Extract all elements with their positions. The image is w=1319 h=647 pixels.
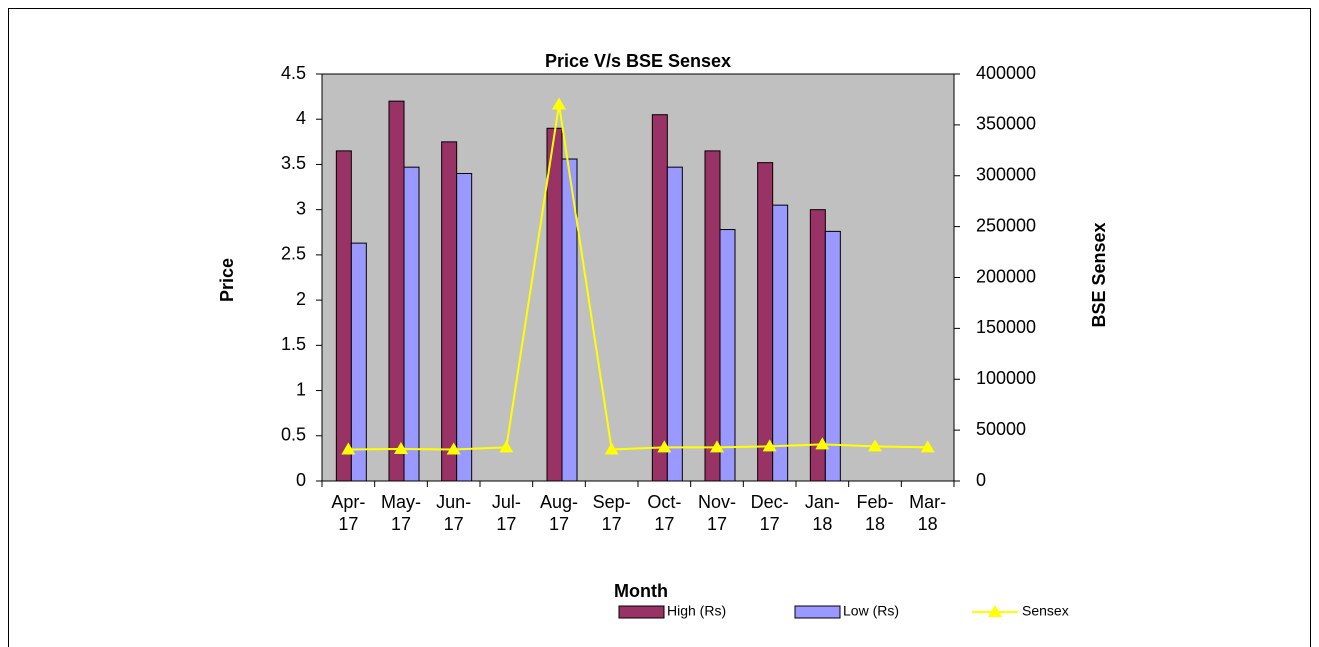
y2-tick-label: 50000 bbox=[976, 419, 1026, 439]
line bbox=[348, 104, 928, 451]
bar bbox=[704, 150, 721, 482]
x-tick-label: Jul-17 bbox=[491, 492, 521, 534]
y2-tick-label: 300000 bbox=[976, 165, 1036, 185]
chart-title: Price V/s BSE Sensex bbox=[545, 51, 731, 71]
y-tick-label: 1 bbox=[296, 379, 306, 399]
bar bbox=[719, 229, 736, 482]
marker bbox=[604, 442, 619, 455]
marker bbox=[394, 441, 408, 454]
y-tick-label: 2.5 bbox=[281, 244, 306, 264]
y-tick-label: 4 bbox=[296, 108, 306, 128]
x-tick-label: Dec-17 bbox=[750, 492, 789, 534]
bar bbox=[666, 166, 683, 482]
marker bbox=[815, 437, 830, 450]
y2-tick-label: 150000 bbox=[976, 317, 1036, 337]
x-tick-label: Nov-17 bbox=[697, 492, 736, 534]
bar bbox=[456, 172, 473, 482]
legend-marker bbox=[988, 605, 1002, 617]
legend-swatch bbox=[794, 605, 841, 619]
bar bbox=[546, 127, 563, 482]
y2-axis-label: BSE Sensex bbox=[1089, 222, 1109, 327]
y-tick-label: 3 bbox=[296, 198, 306, 218]
x-tick-label: Oct-17 bbox=[647, 492, 682, 534]
y-tick-label: 4.5 bbox=[281, 63, 306, 83]
y-axis-label: Price bbox=[217, 258, 237, 302]
legend-label: Sensex bbox=[1022, 603, 1069, 619]
x-tick-label: Aug-17 bbox=[539, 492, 579, 534]
legend-label: Low (Rs) bbox=[843, 603, 899, 619]
x-tick-label: Feb-18 bbox=[856, 492, 894, 534]
bar bbox=[335, 150, 352, 482]
bar bbox=[350, 242, 367, 482]
y-tick-label: 1.5 bbox=[281, 334, 306, 354]
y2-tick-label: 100000 bbox=[976, 368, 1036, 388]
x-axis-label: Month bbox=[614, 581, 668, 601]
y-tick-label: 0.5 bbox=[281, 425, 306, 445]
bar bbox=[441, 141, 458, 482]
bar bbox=[388, 100, 405, 482]
bar bbox=[403, 166, 420, 482]
frame bbox=[8, 8, 1311, 647]
y-tick-label: 0 bbox=[296, 470, 306, 490]
bar bbox=[824, 230, 841, 482]
y2-tick-label: 400000 bbox=[976, 63, 1036, 83]
marker bbox=[920, 440, 935, 453]
marker bbox=[657, 440, 672, 453]
x-tick-label: Jun-17 bbox=[436, 492, 472, 534]
marker bbox=[341, 442, 356, 455]
x-tick-label: May-17 bbox=[381, 492, 421, 534]
y2-tick-label: 250000 bbox=[976, 215, 1036, 235]
y2-tick-label: 350000 bbox=[976, 114, 1036, 134]
y-tick-label: 3.5 bbox=[281, 153, 306, 173]
x-tick-label: Mar-18 bbox=[909, 492, 947, 534]
bar bbox=[757, 162, 774, 482]
marker bbox=[762, 439, 777, 452]
x-tick-label: Sep-17 bbox=[592, 492, 631, 534]
y-tick-label: 2 bbox=[296, 289, 306, 309]
x-tick-label: Apr-17 bbox=[331, 492, 366, 534]
marker bbox=[446, 442, 461, 455]
bar bbox=[772, 204, 789, 482]
marker bbox=[552, 97, 566, 110]
y2-tick-label: 0 bbox=[976, 470, 986, 490]
x-tick-label: Jan-18 bbox=[804, 492, 840, 534]
legend-label: High (Rs) bbox=[667, 603, 726, 619]
y2-tick-label: 200000 bbox=[976, 266, 1036, 286]
legend-swatch bbox=[618, 605, 665, 619]
marker bbox=[710, 440, 724, 453]
marker bbox=[499, 440, 514, 453]
marker bbox=[868, 439, 882, 452]
bar bbox=[651, 114, 668, 482]
